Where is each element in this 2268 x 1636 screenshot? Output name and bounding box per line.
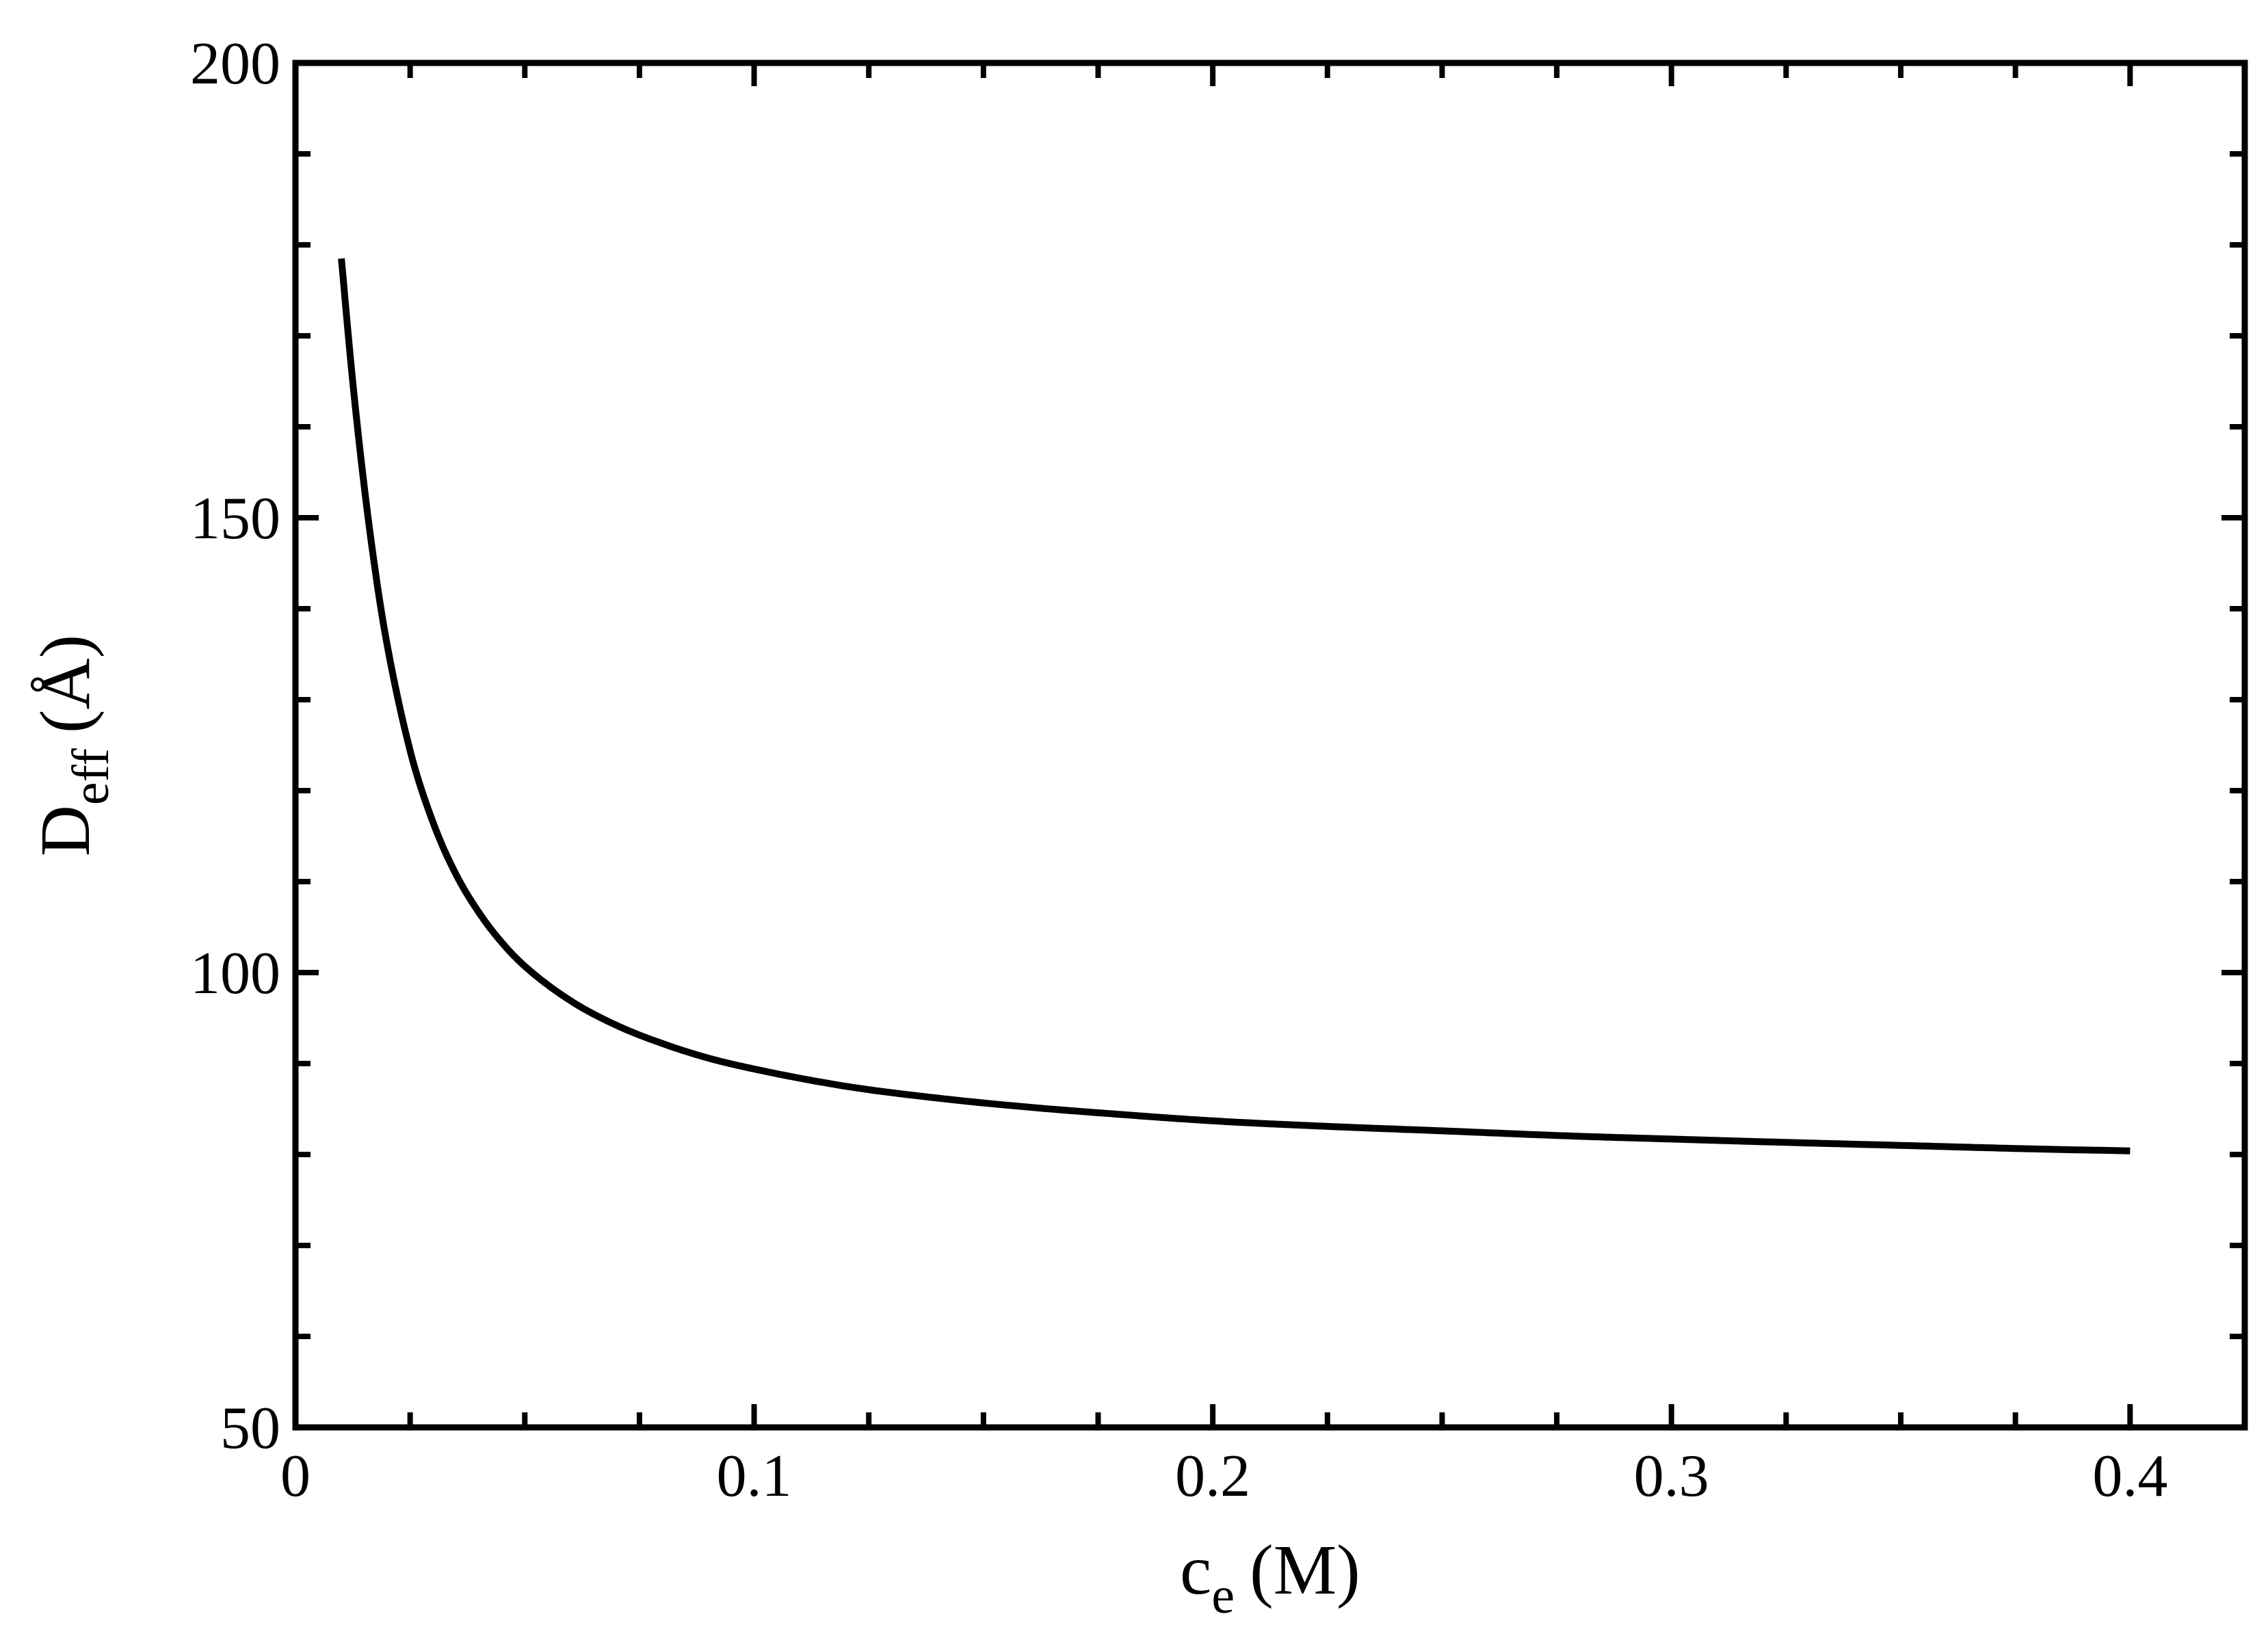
x-tick-label: 0.1 [717, 1443, 792, 1509]
x-axis-title-sub: e [1211, 1567, 1235, 1624]
y-tick-label: 200 [190, 31, 280, 97]
x-tick-label: 0 [280, 1443, 311, 1509]
y-tick-label: 50 [220, 1395, 280, 1462]
x-tick-label: 0.2 [1175, 1443, 1250, 1509]
plot-area [338, 258, 2131, 1155]
x-tick-label: 0.4 [2092, 1443, 2167, 1509]
x-tick-label: 0.3 [1634, 1443, 1709, 1509]
y-axis-title-unit: (Å) [26, 635, 105, 733]
x-axis-title-main: c [1180, 1531, 1211, 1609]
y-axis-title-main: D [26, 805, 105, 856]
y-tick-label: 150 [190, 486, 280, 552]
tick-labels: 0 0.1 0.2 0.3 0.4 50 100 150 200 [190, 31, 2167, 1509]
y-axis-title: Deff (Å) [26, 635, 120, 856]
x-axis-title: ce (M) [1180, 1531, 1360, 1624]
y-axis-title-sub: eff [62, 748, 120, 805]
series-line-0 [338, 258, 2131, 1155]
y-tick-label: 100 [190, 940, 280, 1007]
axis-ticks [293, 60, 2247, 1430]
plot-frame [292, 60, 2248, 1431]
x-axis-title-unit: (M) [1250, 1531, 1360, 1609]
